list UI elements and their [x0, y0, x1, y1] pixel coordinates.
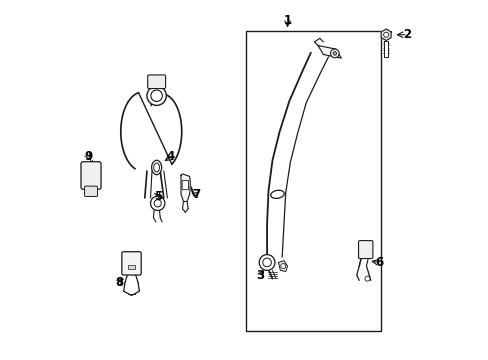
- Circle shape: [332, 51, 336, 55]
- Circle shape: [262, 258, 271, 267]
- FancyBboxPatch shape: [358, 240, 372, 258]
- Circle shape: [151, 90, 162, 102]
- Polygon shape: [317, 45, 341, 58]
- Polygon shape: [181, 174, 190, 202]
- Text: 5: 5: [154, 190, 162, 203]
- Circle shape: [154, 200, 161, 207]
- Text: 7: 7: [192, 188, 200, 201]
- Text: 4: 4: [166, 150, 175, 163]
- Text: 3: 3: [256, 269, 264, 282]
- Text: 8: 8: [115, 276, 123, 289]
- Ellipse shape: [151, 160, 162, 175]
- Circle shape: [150, 196, 164, 211]
- Circle shape: [330, 49, 339, 58]
- Bar: [246, 31, 380, 330]
- Ellipse shape: [153, 163, 159, 172]
- Polygon shape: [381, 29, 390, 41]
- Text: 1: 1: [283, 14, 291, 27]
- Circle shape: [364, 276, 369, 281]
- Text: 6: 6: [374, 256, 382, 269]
- FancyBboxPatch shape: [147, 75, 165, 89]
- FancyBboxPatch shape: [122, 252, 141, 275]
- Polygon shape: [383, 41, 387, 57]
- Ellipse shape: [270, 190, 284, 198]
- Bar: [128, 265, 135, 269]
- Text: 9: 9: [84, 150, 92, 163]
- Circle shape: [280, 264, 285, 269]
- Circle shape: [147, 86, 166, 105]
- FancyBboxPatch shape: [81, 162, 101, 189]
- Text: 2: 2: [403, 28, 411, 41]
- Circle shape: [383, 32, 388, 37]
- FancyBboxPatch shape: [84, 186, 97, 197]
- Polygon shape: [278, 261, 287, 271]
- Circle shape: [259, 255, 274, 270]
- FancyBboxPatch shape: [182, 180, 188, 190]
